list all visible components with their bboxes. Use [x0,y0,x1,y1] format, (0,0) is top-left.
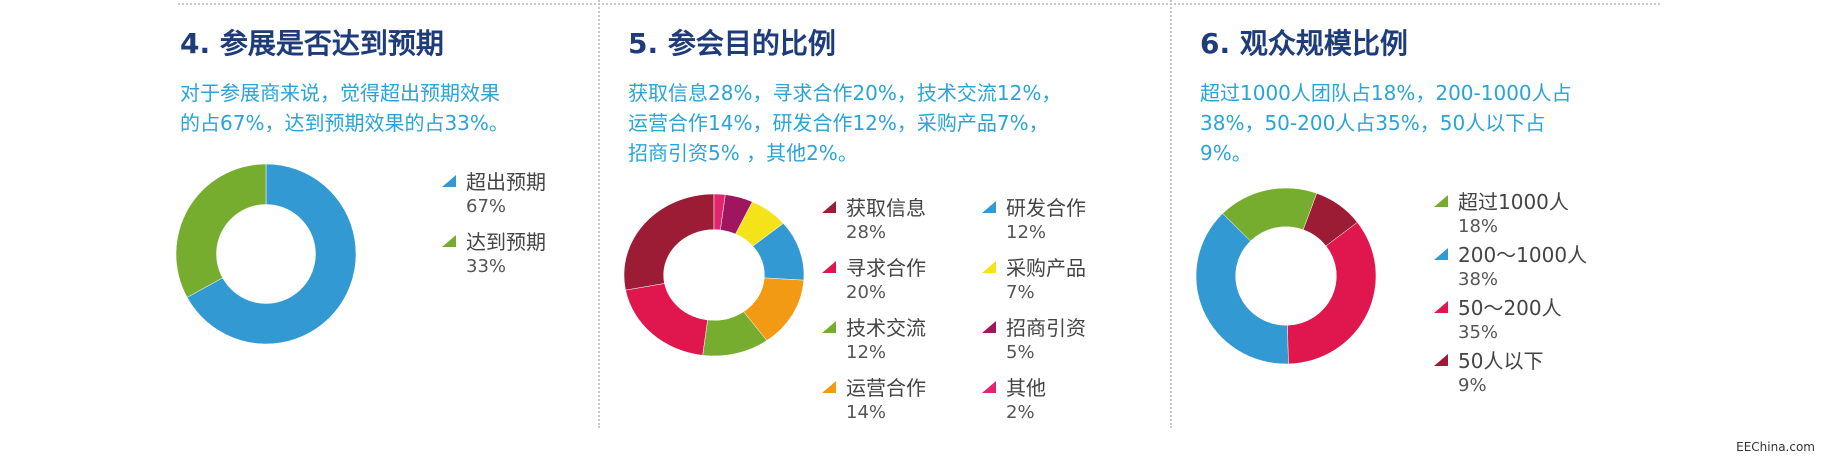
panel-description: 获取信息28%，寻求合作20%，技术交流12%， 运营合作14%，研发合作12%… [628,78,1061,168]
donut-slice [623,193,715,291]
legend-value: 38% [1458,269,1499,290]
legend-marker-icon [1434,195,1448,207]
panel-description: 对于参展商来说，觉得超出预期效果 的占67%，达到预期效果的占33%。 [180,78,509,138]
legend-marker-icon [442,175,456,187]
legend-value: 12% [846,342,887,363]
legend-label: 寻求合作 [846,256,926,280]
panel-purpose: 5. 参会目的比例 获取信息28%，寻求合作20%，技术交流12%， 运营合作1… [600,0,1170,460]
legend-label: 50人以下 [1458,349,1544,373]
legend-marker-icon [1434,301,1448,313]
panel-divider [1170,0,1172,428]
donut-chart-expectation [175,163,357,345]
legend-marker-icon [442,235,456,247]
description-line: 38%，50-200人占35%，50人以下占 [1200,111,1546,135]
top-dotted-border [178,3,1660,5]
legend-value: 14% [846,402,887,423]
legend-marker-icon [982,261,996,273]
legend-marker-icon [982,381,996,393]
legend-value: 2% [1006,402,1035,423]
legend-value: 33% [466,256,507,277]
description-line: 超过1000人团队占18%，200-1000人占 [1200,81,1572,105]
legend-value: 18% [1458,216,1499,237]
legend-marker-icon [982,321,996,333]
legend-label: 超出预期 [466,170,546,194]
panel-audience: 6. 观众规模比例 超过1000人团队占18%，200-1000人占 38%，5… [1172,0,1772,460]
panel-title: 4. 参展是否达到预期 [180,27,444,60]
description-line: 获取信息28%，寻求合作20%，技术交流12%， [628,81,1062,105]
legend-marker-icon [1434,248,1448,260]
panel-expectation: 4. 参展是否达到预期 对于参展商来说，觉得超出预期效果 的占67%，达到预期效… [0,0,598,460]
legend-label: 研发合作 [1006,196,1086,220]
legend-label: 达到预期 [466,230,546,254]
legend-value: 28% [846,222,887,243]
legend-label: 技术交流 [846,316,926,340]
legend-label: 其他 [1006,376,1046,400]
donut-chart-audience [1195,187,1377,365]
description-line: 运营合作14%，研发合作12%，采购产品7%， [628,111,1049,135]
legend-value: 20% [846,282,887,303]
legend-marker-icon [822,201,836,213]
legend-label: 招商引资 [1006,316,1086,340]
panel-divider [598,0,600,428]
donut-slice [186,163,357,345]
panel-description: 超过1000人团队占18%，200-1000人占 38%，50-200人占35%… [1200,78,1572,168]
legend-marker-icon [822,381,836,393]
legend-label: 获取信息 [846,196,926,220]
donut-slice [1302,192,1358,247]
legend-value: 9% [1458,375,1487,396]
donut-slice [1287,221,1377,365]
legend-label: 50～200人 [1458,296,1562,320]
donut-slice [713,193,726,231]
legend-value: 5% [1006,342,1035,363]
legend-value: 67% [466,196,507,217]
donut-slice [175,163,267,298]
legend-label: 采购产品 [1006,256,1086,280]
description-line: 对于参展商来说，觉得超出预期效果 [180,81,500,105]
legend-label: 200～1000人 [1458,243,1588,267]
description-line: 9%。 [1200,141,1252,165]
legend-marker-icon [1434,354,1448,366]
legend-marker-icon [822,261,836,273]
watermark: EEChina.com [1736,440,1815,454]
legend-value: 12% [1006,222,1047,243]
donut-slice [1195,213,1289,365]
description-line: 招商引资5% ，其他2%。 [628,141,858,165]
legend-label: 运营合作 [846,376,926,400]
legend-value: 7% [1006,282,1035,303]
panel-title: 5. 参会目的比例 [628,27,836,60]
donut-slice [625,283,708,356]
description-line: 的占67%，达到预期效果的占33%。 [180,111,509,135]
legend-marker-icon [982,201,996,213]
legend-marker-icon [822,321,836,333]
donut-chart-purpose [623,193,805,357]
panel-title: 6. 观众规模比例 [1200,27,1408,60]
legend-label: 超过1000人 [1458,190,1569,214]
legend-value: 35% [1458,322,1499,343]
